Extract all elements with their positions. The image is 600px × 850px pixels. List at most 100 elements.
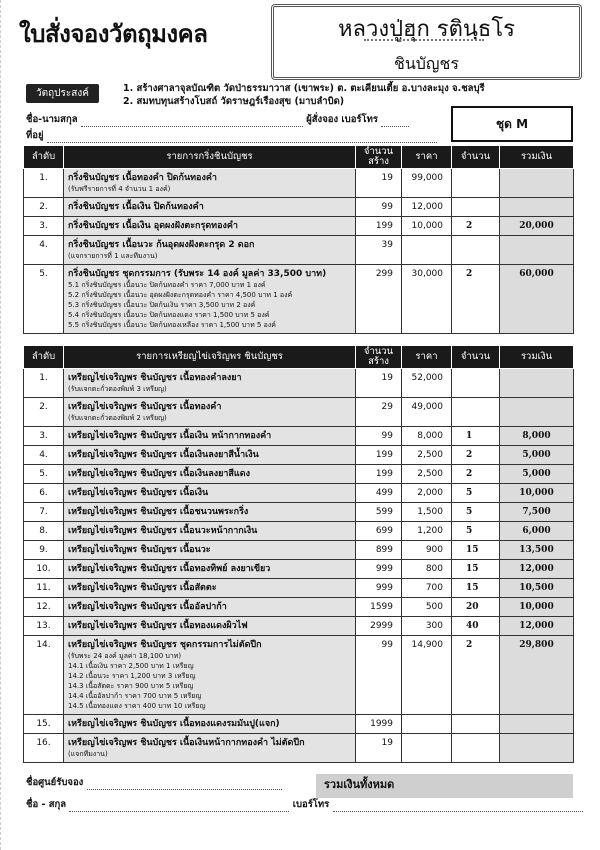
item-detail: 5.3 กริ่งชินบัญชร เนื้อนวะ ปิดก้นเงิน รา… (68, 301, 256, 309)
quantity-input[interactable]: 2 (451, 635, 500, 715)
item-detail: 5.4 กริ่งชินบัญชร เนื้อนวะ ปิดก้นทองแดง … (68, 311, 270, 319)
quantity-input[interactable] (451, 368, 500, 398)
line-total: 7,500 (499, 502, 574, 522)
unit-price (401, 235, 452, 265)
stock-count: 1999 (355, 714, 402, 734)
line-total: 13,500 (499, 540, 574, 560)
column-header-description: รายการเหรียญไข่เจริญพร ชินบัญชร (63, 345, 356, 369)
quantity-input[interactable]: 2 (451, 445, 500, 465)
address-field[interactable] (46, 142, 437, 143)
quantity-input[interactable]: 20 (451, 597, 500, 617)
item-description: เหรียญไข่เจริญพร ชินบัญชร เนื้อเงิน (63, 483, 356, 503)
item-description: เหรียญไข่เจริญพร ชินบัญชร เนื้อนวะหน้ากา… (63, 521, 356, 541)
quantity-input[interactable]: 1 (451, 426, 500, 446)
purpose-item: 1. สร้างศาลาจุลบัณฑิต วัดป่าธรรมาวาส (เข… (123, 83, 485, 94)
row-number: 16. (23, 733, 64, 763)
unit-price: 10,000 (401, 216, 452, 236)
quantity-input[interactable]: 15 (451, 540, 500, 560)
row-number: 6. (23, 483, 64, 503)
contact-name-label: ชื่อ - สกุล (26, 799, 67, 810)
line-total: 8,000 (499, 426, 574, 446)
item-description: เหรียญไข่เจริญพร ชินบัญชร เนื้อเงิน หน้า… (63, 426, 356, 446)
section1-table: ลำดับ รายการกริ่งชินบัญชร จำนวนสร้าง ราคา จำ… (23, 145, 574, 334)
item-name: เหรียญไข่เจริญพร ชินบัญชร เนื้อเงินลงยาส… (68, 450, 259, 460)
item-detail: (รับพระ 24 องค์ มูลค่า 18,100 บาท) (68, 652, 182, 660)
item-name: เหรียญไข่เจริญพร ชินบัญชร เนื้อทองคำ (68, 402, 222, 412)
quantity-input[interactable]: 15 (451, 578, 500, 598)
item-detail: (แจกรายการที่ 1 และทีมงาน) (68, 252, 158, 260)
line-total: 12,000 (499, 559, 574, 579)
stock-count: 499 (355, 483, 402, 503)
stock-count: 899 (355, 540, 402, 560)
quantity-input[interactable] (451, 714, 500, 734)
item-description: กริ่งชินบัญชร เนื้อเงิน อุดผงฝังตะกรุดทอ… (63, 216, 356, 236)
item-description: กริ่งชินบัญชร เนื้อนวะ ก้นอุดผงฝังตะกรุด… (63, 235, 356, 265)
ornament-divider (364, 39, 484, 41)
table-row: 3. เหรียญไข่เจริญพร ชินบัญชร เนื้อเงิน หน… (23, 426, 574, 446)
name-field[interactable] (80, 126, 303, 127)
section2-table: ลำดับ รายการเหรียญไข่เจริญพร ชินบัญชร จำนว… (23, 345, 574, 763)
table-row: 16. เหรียญไข่เจริญพร ชินบัญชร เนื้อเงินหน… (23, 733, 574, 763)
stock-count: 29 (355, 397, 402, 427)
quantity-input[interactable]: 2 (451, 264, 500, 334)
contact-name-field[interactable] (69, 811, 290, 812)
unit-price: 1,500 (401, 502, 452, 522)
unit-price: 1,200 (401, 521, 452, 541)
item-name: เหรียญไข่เจริญพร ชินบัญชร เนื้อเงินลงยาส… (68, 469, 250, 479)
line-total (499, 197, 574, 217)
contact-phone-field[interactable] (332, 811, 583, 812)
row-number: 13. (23, 616, 64, 636)
phone-field[interactable] (381, 126, 410, 127)
row-number: 2. (23, 197, 64, 217)
item-description: เหรียญไข่เจริญพร ชินบัญชร เนื้อทองคำลงยา… (63, 368, 356, 398)
item-description: เหรียญไข่เจริญพร ชินบัญชร เนื้อทองแดงผิว… (63, 616, 356, 636)
quantity-input[interactable]: 2 (451, 216, 500, 236)
item-detail: 14.3 เนื้อสัตตะ ราคา 900 บาท 5 เหรียญ (68, 682, 194, 690)
line-total: 29,800 (499, 635, 574, 715)
row-number: 3. (23, 216, 64, 236)
item-detail: (รับฟรีรายการที่ 4 จำนวน 1 องค์) (68, 185, 171, 193)
stock-count: 199 (355, 216, 402, 236)
item-description: เหรียญไข่เจริญพร ชินบัญชร เนื้อเงินลงยาส… (63, 464, 356, 484)
grand-total-bar: รวมเงินทั้งหมด (316, 774, 573, 798)
quantity-input[interactable]: 2 (451, 464, 500, 484)
quantity-input[interactable] (451, 168, 500, 198)
quantity-input[interactable]: 5 (451, 502, 500, 522)
address-label: ที่อยู่ (26, 130, 44, 141)
address-row: ที่อยู่ (26, 128, 437, 143)
table-row: 7. เหรียญไข่เจริญพร ชินบัญชร เนื้อชนวนพระ… (23, 502, 574, 522)
item-name: เหรียญไข่เจริญพร ชินบัญชร เนื้อสัตตะ (68, 583, 217, 593)
column-header-price: ราคา (401, 145, 452, 169)
quantity-input[interactable]: 15 (451, 559, 500, 579)
center-field[interactable] (86, 789, 282, 790)
temple-banner-logo: หลวงปู่ฮุก รตินฺธโร ชินบัญชร (271, 4, 582, 80)
quantity-input[interactable] (451, 197, 500, 217)
quantity-input[interactable]: 40 (451, 616, 500, 636)
column-header-total: รวมเงิน (499, 345, 574, 369)
line-total (499, 733, 574, 763)
table-row: 4. กริ่งชินบัญชร เนื้อนวะ ก้นอุดผงฝังตะกร… (23, 235, 574, 265)
item-detail: 5.2 กริ่งชินบัญชร เนื้อนวะ อุดผงฝังตะกรุ… (68, 291, 293, 299)
quantity-input[interactable]: 5 (451, 483, 500, 503)
quantity-input[interactable] (451, 235, 500, 265)
table-row: 4. เหรียญไข่เจริญพร ชินบัญชร เนื้อเงินลงย… (23, 445, 574, 465)
row-number: 1. (23, 168, 64, 198)
row-number: 7. (23, 502, 64, 522)
quantity-input[interactable]: 5 (451, 521, 500, 541)
column-header-description: รายการกริ่งชินบัญชร (63, 145, 356, 169)
item-name: กริ่งชินบัญชร เนื้อนวะ ก้นอุดผงฝังตะกรุด… (68, 240, 255, 250)
line-total: 10,000 (499, 483, 574, 503)
quantity-input[interactable] (451, 733, 500, 763)
stock-count: 99 (355, 635, 402, 715)
unit-price: 30,000 (401, 264, 452, 334)
unit-price: 2,000 (401, 483, 452, 503)
stock-count: 999 (355, 578, 402, 598)
column-header-price: ราคา (401, 345, 452, 369)
quantity-input[interactable] (451, 397, 500, 427)
table-row: 2. กริ่งชินบัญชร เนื้อเงิน ปิดก้นทองคำ 99 1… (23, 197, 574, 217)
item-description: เหรียญไข่เจริญพร ชินบัญชร เนื้อทองแดงรมม… (63, 714, 356, 734)
item-detail: 5.1 กริ่งชินบัญชร เนื้อนวะ ปิดก้นทองคำ ร… (68, 281, 266, 289)
table-row: 1. เหรียญไข่เจริญพร ชินบัญชร เนื้อทองคำลง… (23, 368, 574, 398)
item-detail: 5.5 กริ่งชินบัญชร เนื้อนวะ ปิดก้นทองเหลื… (68, 321, 276, 329)
